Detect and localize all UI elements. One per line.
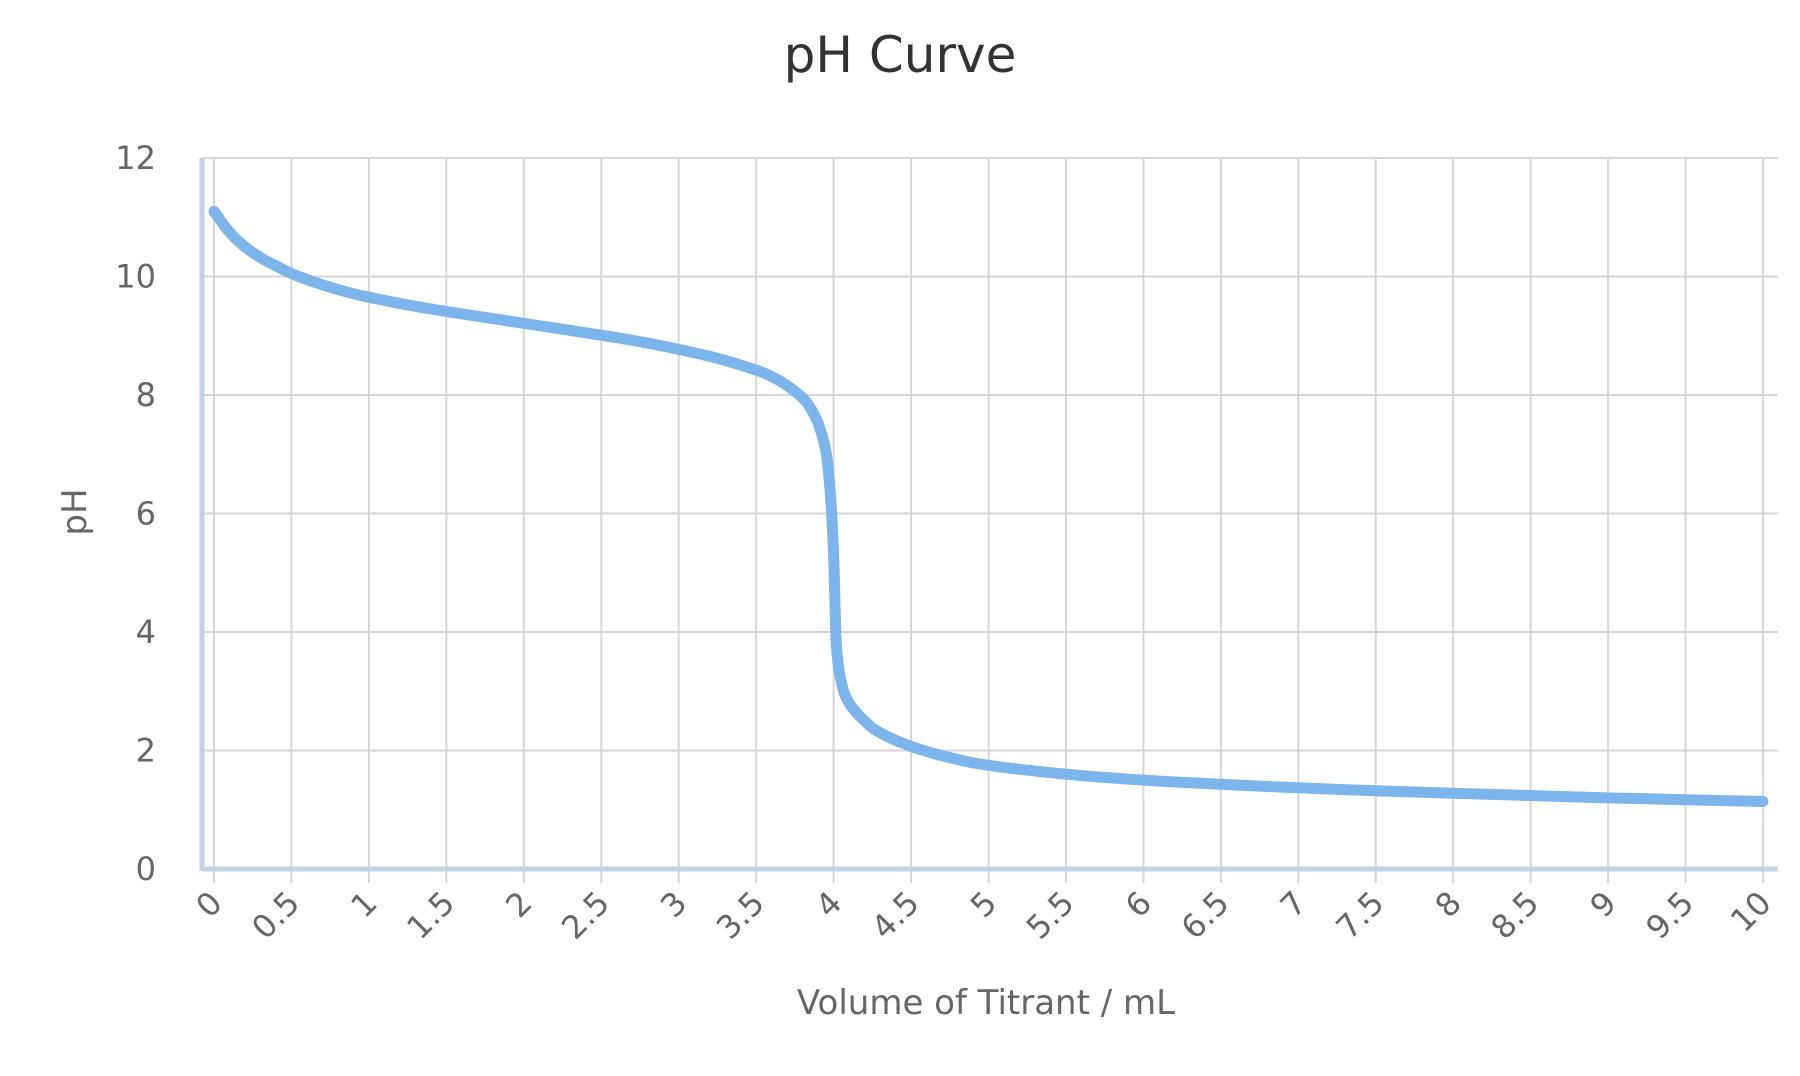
x-tick-label: 3 bbox=[653, 884, 694, 925]
x-tick-label: 9.5 bbox=[1638, 884, 1701, 947]
y-axis-label: pH bbox=[55, 488, 95, 535]
x-tick-label: 9 bbox=[1582, 884, 1623, 925]
y-tick-label: 6 bbox=[136, 495, 156, 533]
x-tick-label: 0 bbox=[188, 884, 229, 925]
x-tick-label: 4 bbox=[808, 884, 849, 925]
x-tick-label: 2 bbox=[498, 884, 539, 925]
x-tick-label: 6 bbox=[1118, 884, 1159, 925]
y-tick-label: 4 bbox=[136, 613, 156, 651]
series-group bbox=[208, 205, 1769, 807]
ph-series-line bbox=[208, 205, 1769, 807]
chart-title: pH Curve bbox=[784, 26, 1017, 84]
y-tick-label: 2 bbox=[136, 732, 156, 770]
y-tick-label: 8 bbox=[136, 376, 156, 414]
x-axis-label: Volume of Titrant / mL bbox=[797, 983, 1175, 1023]
tick-labels: 0 2 4 6 8 10 12 0 0.5 1 1.5 2 2.5 3 3.5 4 4.5 5 5.5 6 6.5 7 7.… bbox=[115, 139, 1778, 947]
y-tick-label: 10 bbox=[115, 258, 156, 296]
x-tick-label: 10 bbox=[1723, 884, 1779, 940]
x-tick-label: 0.5 bbox=[244, 884, 307, 947]
axes bbox=[199, 158, 1778, 872]
x-tick-label: 5.5 bbox=[1019, 884, 1082, 947]
x-tick-label: 4.5 bbox=[864, 884, 927, 947]
x-tick-label: 8.5 bbox=[1483, 884, 1546, 947]
x-tick-label: 8 bbox=[1428, 884, 1469, 925]
x-tick-label: 2.5 bbox=[554, 884, 617, 947]
x-tick-label: 3.5 bbox=[709, 884, 772, 947]
y-tick-label: 0 bbox=[136, 850, 156, 888]
x-tick-label: 5 bbox=[963, 884, 1004, 925]
x-tick-label: 1 bbox=[343, 884, 384, 925]
y-tick-label: 12 bbox=[115, 139, 156, 177]
x-tick-label: 6.5 bbox=[1174, 884, 1237, 947]
x-tick-label: 7 bbox=[1273, 884, 1314, 925]
x-tick-label: 1.5 bbox=[399, 884, 462, 947]
grid bbox=[202, 157, 1778, 883]
x-tick-label: 7.5 bbox=[1329, 884, 1392, 947]
